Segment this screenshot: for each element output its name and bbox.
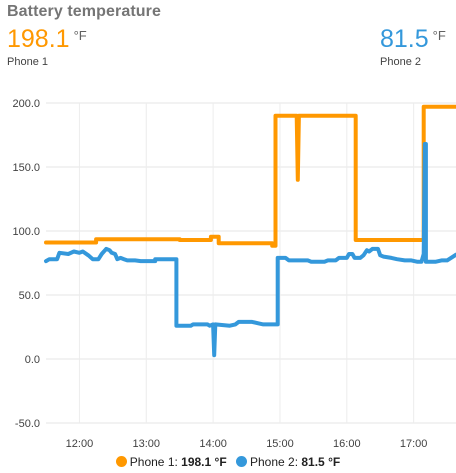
stat-unit: °F [73, 28, 87, 43]
y-tick-label: 0.0 [25, 354, 40, 366]
y-tick-label: 150.0 [12, 162, 40, 174]
card-title: Battery temperature [7, 3, 161, 20]
stat-name: Phone 1 [7, 56, 48, 68]
stat-value: 81.5 [380, 25, 429, 53]
y-tick-label: -50.0 [15, 418, 40, 430]
stat-value: 198.1 [7, 25, 70, 53]
chart-grid [46, 102, 456, 424]
stat-phone-1[interactable]: 198.1 °F Phone 1 [7, 24, 87, 68]
stat-phone-2[interactable]: 81.5 °F Phone 2 [380, 24, 446, 68]
x-tick-label: 16:00 [333, 438, 361, 450]
x-tick-label: 17:00 [400, 438, 428, 450]
x-tick-label: 15:00 [266, 438, 294, 450]
chart-legend: Phone 1: 198.1 °F Phone 2: 81.5 °F [0, 455, 456, 469]
legend-label: Phone 1: [129, 455, 182, 469]
series-line-phone-1[interactable] [44, 104, 456, 248]
legend-item-phone-2[interactable]: Phone 2: 81.5 °F [236, 455, 340, 469]
x-tick-label: 14:00 [199, 438, 227, 450]
y-tick-label: 100.0 [12, 226, 40, 238]
y-tick-label: 50.0 [19, 290, 40, 302]
legend-value: 198.1 °F [181, 455, 227, 469]
y-axis-ticks: -50.0 0.0 50.0 100.0 150.0 200.0 [12, 98, 40, 430]
chart-series [44, 104, 456, 358]
x-tick-label: 12:00 [66, 438, 94, 450]
x-axis-ticks: 12:00 13:00 14:00 15:00 16:00 17:00 [66, 438, 428, 450]
series-line-phone-2[interactable] [44, 142, 456, 358]
stat-unit: °F [432, 28, 446, 43]
legend-dot-icon [236, 456, 247, 467]
legend-item-phone-1[interactable]: Phone 1: 198.1 °F [115, 455, 227, 469]
legend-dot-icon [115, 456, 127, 467]
x-tick-label: 13:00 [133, 438, 161, 450]
legend-value: 81.5 °F [301, 455, 341, 469]
stat-name: Phone 2 [380, 56, 421, 68]
legend-label: Phone 2: [250, 455, 302, 469]
y-tick-label: 200.0 [12, 98, 40, 110]
